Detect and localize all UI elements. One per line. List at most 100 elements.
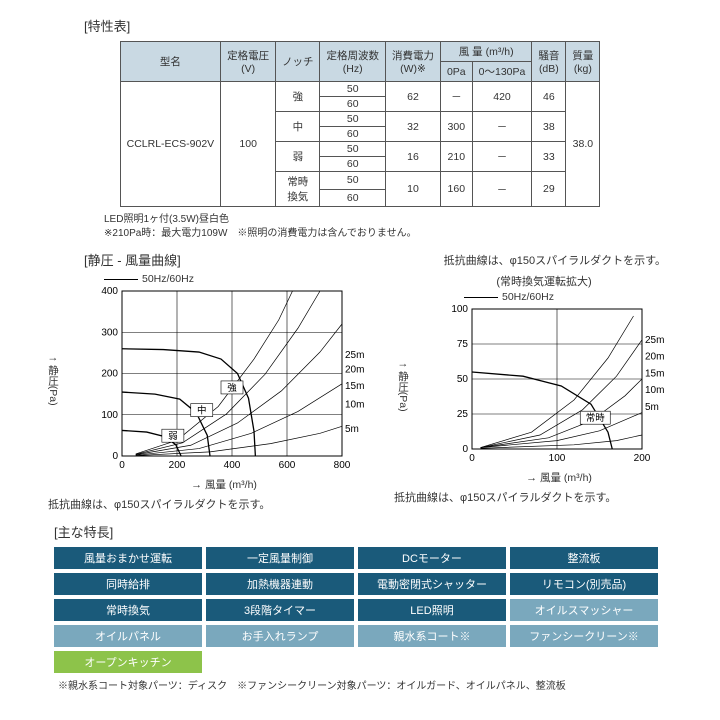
feature-cell: 加熱機器連動 [206,573,354,595]
feature-cell: 電動密閉式シャッター [358,573,506,595]
feature-cell: オイルパネル [54,625,202,647]
chart-section-title: [静圧 - 風量曲線] [84,250,181,269]
svg-text:100: 100 [549,453,566,464]
feature-cell: 3段階タイマー [206,599,354,621]
ylabel: ↑ 静圧(Pa) [46,356,61,405]
resistance-note-top: 抵抗曲線は、φ150スパイラルダクトを示す。 [444,252,666,268]
xlabel-zoom: → 風量 (m³/h) [424,470,694,485]
xlabel: → 風量 (m³/h) [84,477,364,492]
th-weight: 質量 (kg) [566,42,600,82]
resistance-note-zoom: 抵抗曲線は、φ150スパイラルダクトを示す。 [394,489,694,505]
cell-notch: 常時 換気 [276,172,320,207]
cell-notch: 強 [276,82,320,112]
cell-notch: 弱 [276,142,320,172]
svg-text:200: 200 [634,453,651,464]
cell-freq: 60 [320,97,386,112]
cell-noise: 46 [532,82,566,112]
cell-noise: 38 [532,112,566,142]
cell-af0: 210 [440,142,472,172]
cell-af130: 420 [472,82,532,112]
feature-cell: 整流板 [510,547,658,569]
svg-text:100: 100 [451,305,468,315]
svg-text:0: 0 [469,453,475,464]
cell-af0: 300 [440,112,472,142]
feature-cell: ファンシークリーン※ [510,625,658,647]
svg-text:0: 0 [112,451,118,462]
feature-cell: 常時換気 [54,599,202,621]
svg-text:10m: 10m [645,385,664,396]
feature-cell: 風量おまかせ運転 [54,547,202,569]
svg-text:強: 強 [227,382,237,394]
cell-freq: 50 [320,82,386,97]
svg-text:50: 50 [457,374,469,385]
feature-cell: 親水系コート※ [358,625,506,647]
cell-af130: － [472,142,532,172]
svg-text:常時: 常時 [586,412,606,424]
svg-text:5m: 5m [645,402,659,413]
cell-voltage: 100 [221,82,276,207]
th-airflow: 風 量 (m³/h) [440,42,531,62]
svg-text:600: 600 [279,460,296,471]
th-airflow-130pa: 0〜130Pa [472,62,532,82]
svg-text:5m: 5m [345,424,359,435]
svg-text:25m: 25m [345,350,364,361]
svg-text:75: 75 [457,339,469,350]
cell-power: 16 [385,142,440,172]
resistance-note-main: 抵抗曲線は、φ150スパイラルダクトを示す。 [48,496,364,512]
cell-freq: 60 [320,189,386,207]
feature-cell: 一定風量制御 [206,547,354,569]
svg-text:25: 25 [457,409,469,420]
cell-af130: － [472,112,532,142]
cell-weight: 38.0 [566,82,600,207]
features-footnote: ※親水系コート対象パーツ：ディスク ※ファンシークリーン対象パーツ：オイルガード… [58,677,706,692]
cell-noise: 33 [532,142,566,172]
main-chart: 50Hz/60Hz ↑ 静圧(Pa) 010020030040002004006… [44,273,364,516]
chart-legend-zoom: 50Hz/60Hz [464,291,694,303]
cell-notch: 中 [276,112,320,142]
svg-text:200: 200 [169,460,186,471]
spec-table-notes: LED照明1ヶ付(3.5W)昼白色 ※210Pa時：最大電力109W ※照明の消… [104,213,706,240]
features-title: [主な特長] [54,522,706,541]
th-power: 消費電力 (W)※ [385,42,440,82]
svg-text:0: 0 [462,444,468,455]
feature-cell: 同時給排 [54,573,202,595]
cell-model: CCLRL-ECS-902V [120,82,221,207]
svg-text:弱: 弱 [168,431,178,442]
svg-text:400: 400 [101,287,118,297]
svg-text:15m: 15m [645,368,664,379]
cell-noise: 29 [532,172,566,207]
svg-text:15m: 15m [345,381,364,392]
svg-text:0: 0 [119,460,125,471]
cell-freq: 50 [320,112,386,127]
feature-cell: リモコン(別売品) [510,573,658,595]
cell-freq: 50 [320,142,386,157]
cell-af0: － [440,82,472,112]
feature-cell: LED照明 [358,599,506,621]
ylabel-zoom: ↑ 静圧(Pa) [396,362,411,411]
chart-legend: 50Hz/60Hz [104,273,364,285]
svg-text:20m: 20m [645,352,664,363]
feature-cell: オイルスマッシャー [510,599,658,621]
cell-power: 10 [385,172,440,207]
svg-text:10m: 10m [345,399,364,410]
zoom-chart-svg: 0 25 50 75 100 0 100 200 25m 20m 15m 10m 5m 常時 [444,305,684,465]
svg-text:20m: 20m [345,364,364,375]
th-noise: 騒音 (dB) [532,42,566,82]
spec-table-title: [特性表] [84,16,706,35]
svg-text:25m: 25m [645,335,664,346]
th-freq: 定格周波数 (Hz) [320,42,386,82]
cell-af0: 160 [440,172,472,207]
cell-power: 62 [385,82,440,112]
th-voltage: 定格電圧 (V) [221,42,276,82]
th-model: 型名 [120,42,221,82]
svg-text:400: 400 [224,460,241,471]
th-airflow-0pa: 0Pa [440,62,472,82]
cell-freq: 60 [320,157,386,172]
cell-freq: 50 [320,172,386,190]
main-chart-svg: 0100200300400020040060080025m20m15m10m5m… [94,287,364,472]
cell-power: 32 [385,112,440,142]
cell-af130: － [472,172,532,207]
spec-table: 型名 定格電圧 (V) ノッチ 定格周波数 (Hz) 消費電力 (W)※ 風 量… [120,41,601,207]
th-notch: ノッチ [276,42,320,82]
feature-cell: オープンキッチン [54,651,202,673]
